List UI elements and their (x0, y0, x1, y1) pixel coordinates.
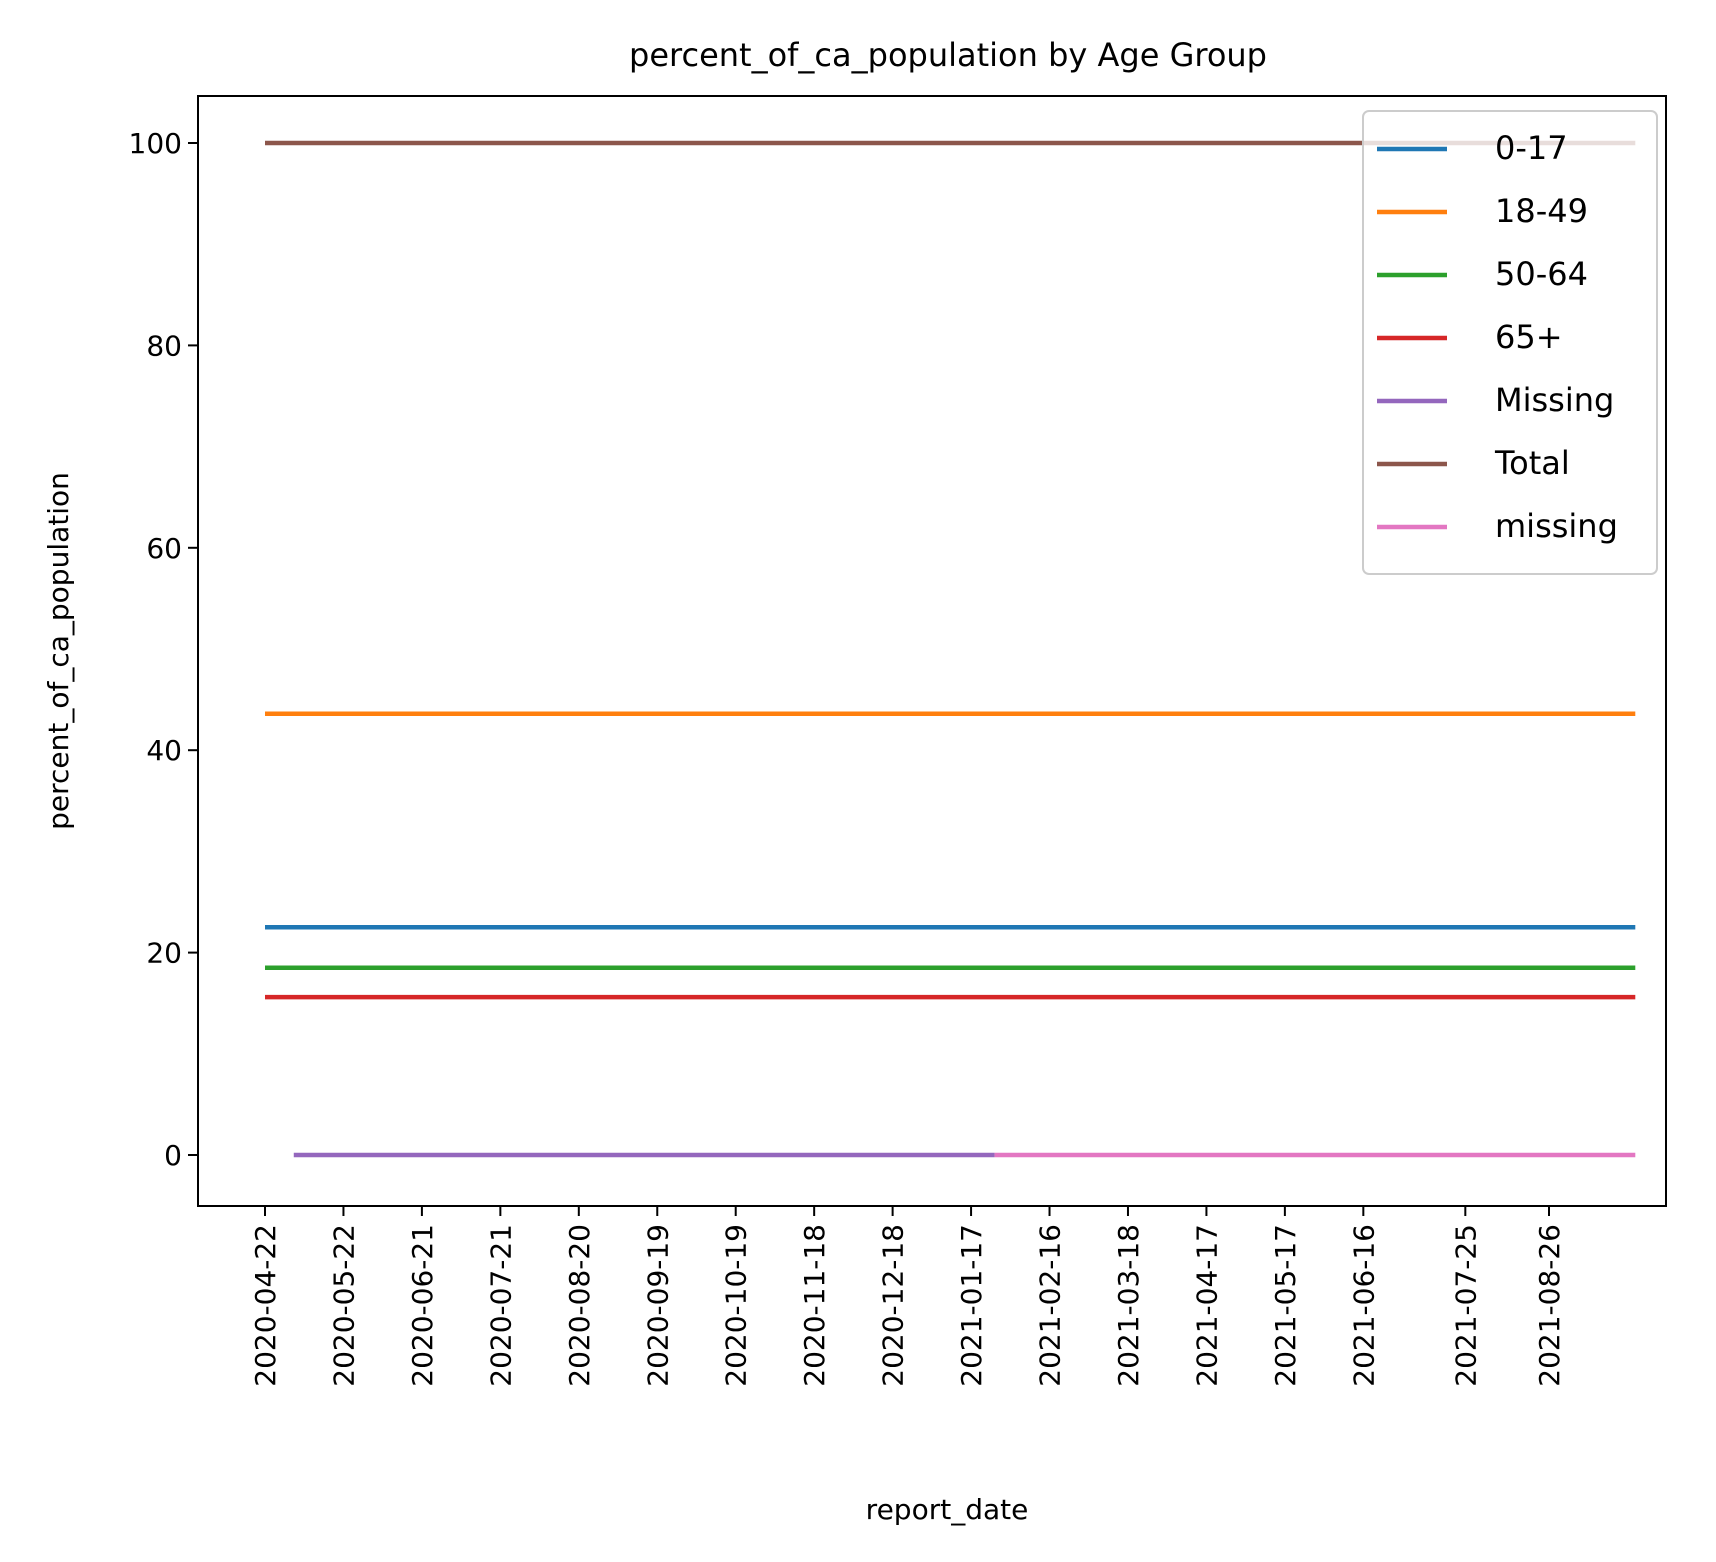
legend-label: missing (1495, 507, 1618, 545)
chart-title: percent_of_ca_population by Age Group (629, 36, 1267, 74)
legend-box (1362, 110, 1658, 575)
x-axis: 2020-04-22 2020-05-22 2020-06-21 2020-07-21… (249, 1206, 1566, 1387)
y-tick-label: 80 (146, 329, 182, 362)
x-tick-label: 2020-07-21 (484, 1224, 517, 1387)
legend-label: Total (1494, 444, 1570, 482)
y-tick-label: 20 (146, 937, 182, 970)
legend-label: 18-49 (1495, 192, 1588, 230)
x-tick-label: 2021-02-16 (1034, 1224, 1067, 1387)
x-tick-label: 2021-07-25 (1449, 1224, 1482, 1387)
x-tick-label: 2020-12-18 (877, 1224, 910, 1387)
y-tick-label: 40 (146, 734, 182, 767)
y-axis-label: percent_of_ca_population (42, 472, 75, 830)
x-tick-label: 2020-10-19 (720, 1224, 753, 1387)
legend: 0-17 18-49 50-64 65+ Missing Total missing (1362, 110, 1658, 575)
x-tick-label: 2021-05-17 (1269, 1224, 1302, 1387)
x-tick-label: 2020-08-20 (563, 1224, 596, 1387)
x-tick-label: 2021-06-16 (1347, 1224, 1380, 1387)
x-tick-label: 2020-09-19 (641, 1224, 674, 1387)
x-tick-label: 2020-11-18 (798, 1224, 831, 1387)
legend-label: 0-17 (1495, 129, 1568, 167)
y-tick-label: 0 (164, 1139, 182, 1172)
legend-label: 65+ (1495, 318, 1563, 356)
x-axis-label: report_date (866, 1493, 1029, 1526)
plot-frame (197, 95, 1667, 1207)
legend-label: Missing (1495, 381, 1614, 419)
x-tick-label: 2020-04-22 (249, 1224, 282, 1387)
y-tick-label: 60 (146, 532, 182, 565)
y-tick-label: 100 (129, 127, 182, 160)
x-tick-label: 2020-06-21 (406, 1224, 439, 1387)
x-tick-label: 2021-04-17 (1190, 1224, 1223, 1387)
x-tick-label: 2020-05-22 (327, 1224, 360, 1387)
x-tick-label: 2021-03-18 (1112, 1224, 1145, 1387)
x-tick-label: 2021-01-17 (955, 1224, 988, 1387)
series-layer (265, 140, 1636, 1158)
legend-label: 50-64 (1495, 255, 1588, 293)
x-tick-label: 2021-08-26 (1533, 1224, 1566, 1387)
y-axis: 0 20 40 60 80 100 (129, 127, 198, 1172)
